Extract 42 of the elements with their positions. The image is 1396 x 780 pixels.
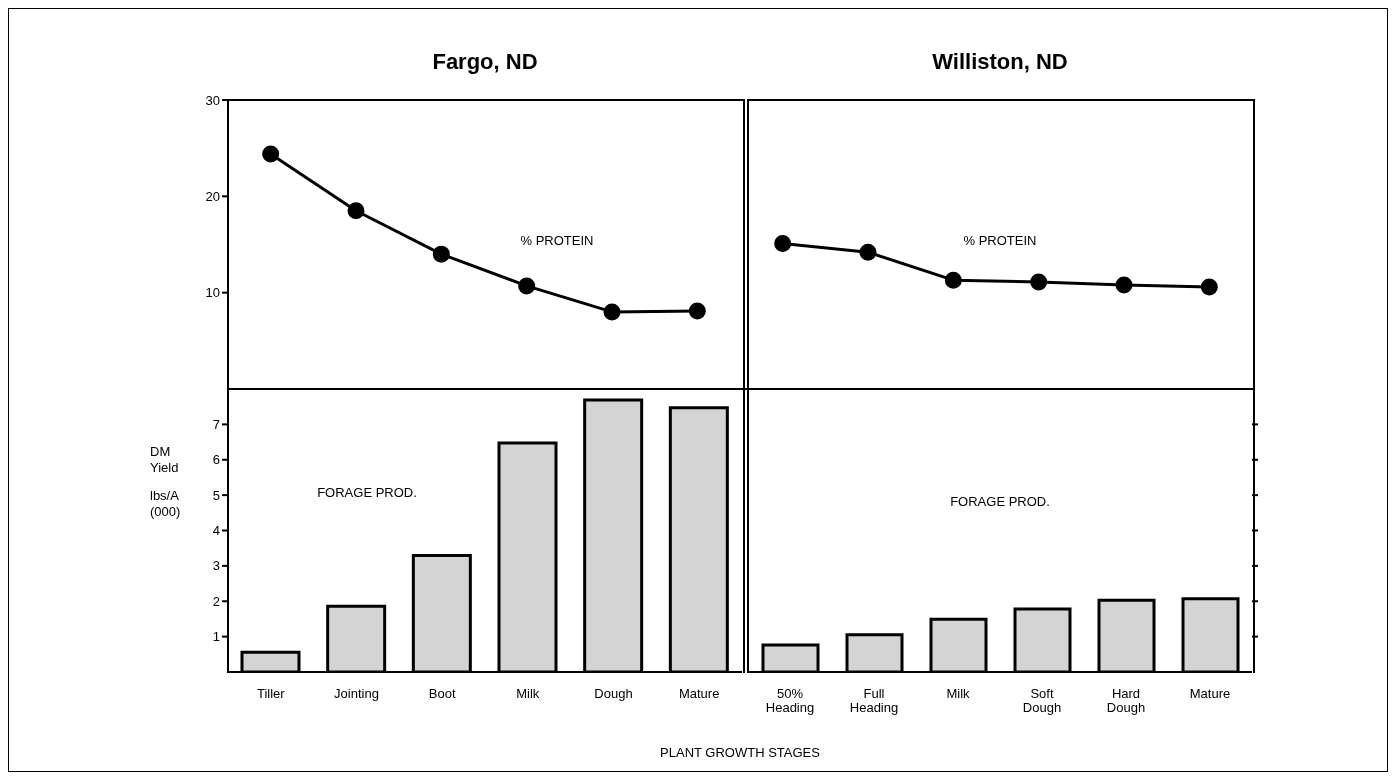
point [1115, 276, 1133, 294]
x-tick-label: Soft Dough [1022, 686, 1062, 715]
point [262, 145, 280, 163]
y-tick-label: 5 [212, 487, 220, 503]
y-tick-label: 2 [212, 593, 220, 609]
point [603, 303, 621, 321]
text: Williston, ND [931, 49, 1069, 75]
point [347, 202, 365, 220]
annotation: FORAGE PROD. [949, 494, 1051, 509]
x-tick-label: 50% Heading [765, 686, 815, 715]
x-tick-label: Mature [1189, 686, 1231, 701]
y-tick-label: 6 [212, 452, 220, 468]
x-tick-label: Milk [946, 686, 971, 701]
x-tick-label: Full Heading [849, 686, 899, 715]
point [944, 271, 962, 289]
x-tick-label: Hard Dough [1106, 686, 1146, 715]
point [432, 245, 450, 263]
x-tick-label: Dough [594, 686, 633, 701]
y-tick-label: 7 [212, 416, 220, 432]
point [774, 235, 792, 253]
point [688, 302, 706, 320]
annotation: FORAGE PROD. [317, 485, 417, 500]
annotation: % PROTEIN [962, 233, 1038, 248]
x-tick-label: Jointing [334, 686, 379, 701]
x-tick-label: Milk [516, 686, 540, 701]
point [1030, 273, 1048, 291]
x-tick-label: Boot [428, 686, 456, 701]
y-tick-label: 4 [212, 523, 220, 539]
x-tick-label: Tiller [256, 686, 286, 701]
y-tick-label: 1 [212, 629, 220, 645]
y-tick-label: 20 [205, 188, 220, 204]
point [518, 277, 536, 295]
x-tick-label: Mature [678, 686, 720, 701]
annotation: % PROTEIN [519, 233, 595, 248]
y-axis-title: DM Yield lbs/A (000) [150, 444, 182, 520]
point [1200, 278, 1218, 296]
y-tick-label: 30 [205, 92, 220, 108]
y-tick-label: 10 [205, 285, 220, 301]
y-tick-label: 3 [212, 558, 220, 574]
text: Fargo, ND [431, 49, 539, 75]
point [859, 243, 877, 261]
x-axis-title: PLANT GROWTH STAGES [659, 745, 821, 760]
